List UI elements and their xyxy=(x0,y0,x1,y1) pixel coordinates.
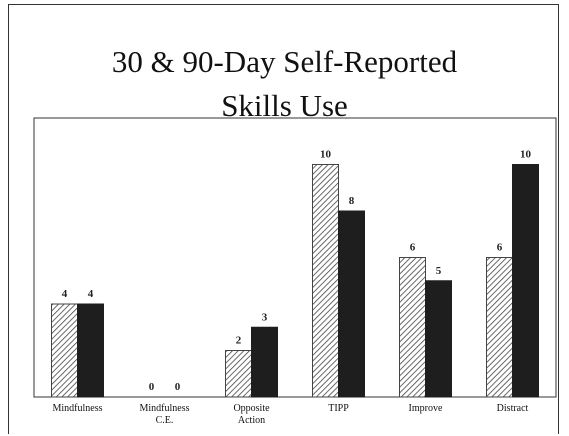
data-label: 8 xyxy=(349,195,355,207)
bar xyxy=(312,164,339,398)
data-label: 6 xyxy=(410,242,416,254)
data-label: 0 xyxy=(175,381,181,393)
plot-area xyxy=(33,117,557,398)
bar xyxy=(486,257,513,398)
data-label: 2 xyxy=(236,335,242,347)
bar xyxy=(338,210,365,398)
data-label: 10 xyxy=(520,149,532,161)
bar xyxy=(251,326,278,398)
data-label: 5 xyxy=(436,265,442,277)
frame xyxy=(8,4,559,434)
x-tick-label: Mindfulness C.E. xyxy=(139,403,190,426)
data-label: 4 xyxy=(62,288,68,300)
bar xyxy=(399,257,426,398)
bar xyxy=(425,280,452,398)
bar xyxy=(512,164,539,398)
x-tick-label: Opposite Action xyxy=(233,403,270,426)
bar xyxy=(225,350,252,398)
data-label: 6 xyxy=(497,242,503,254)
bar xyxy=(51,303,78,398)
data-label: 4 xyxy=(88,288,94,300)
data-label: 3 xyxy=(262,311,268,323)
chart-title: 30 & 90-Day Self-Reported Skills Use xyxy=(111,44,458,123)
x-tick-label: Distract xyxy=(496,403,529,414)
data-label: 10 xyxy=(320,149,332,161)
x-tick-label: Improve xyxy=(408,403,443,414)
x-tick-label: TIPP xyxy=(328,403,349,414)
bar xyxy=(77,303,104,398)
x-tick-label: Mindfulness xyxy=(52,403,103,414)
data-label: 0 xyxy=(149,381,155,393)
